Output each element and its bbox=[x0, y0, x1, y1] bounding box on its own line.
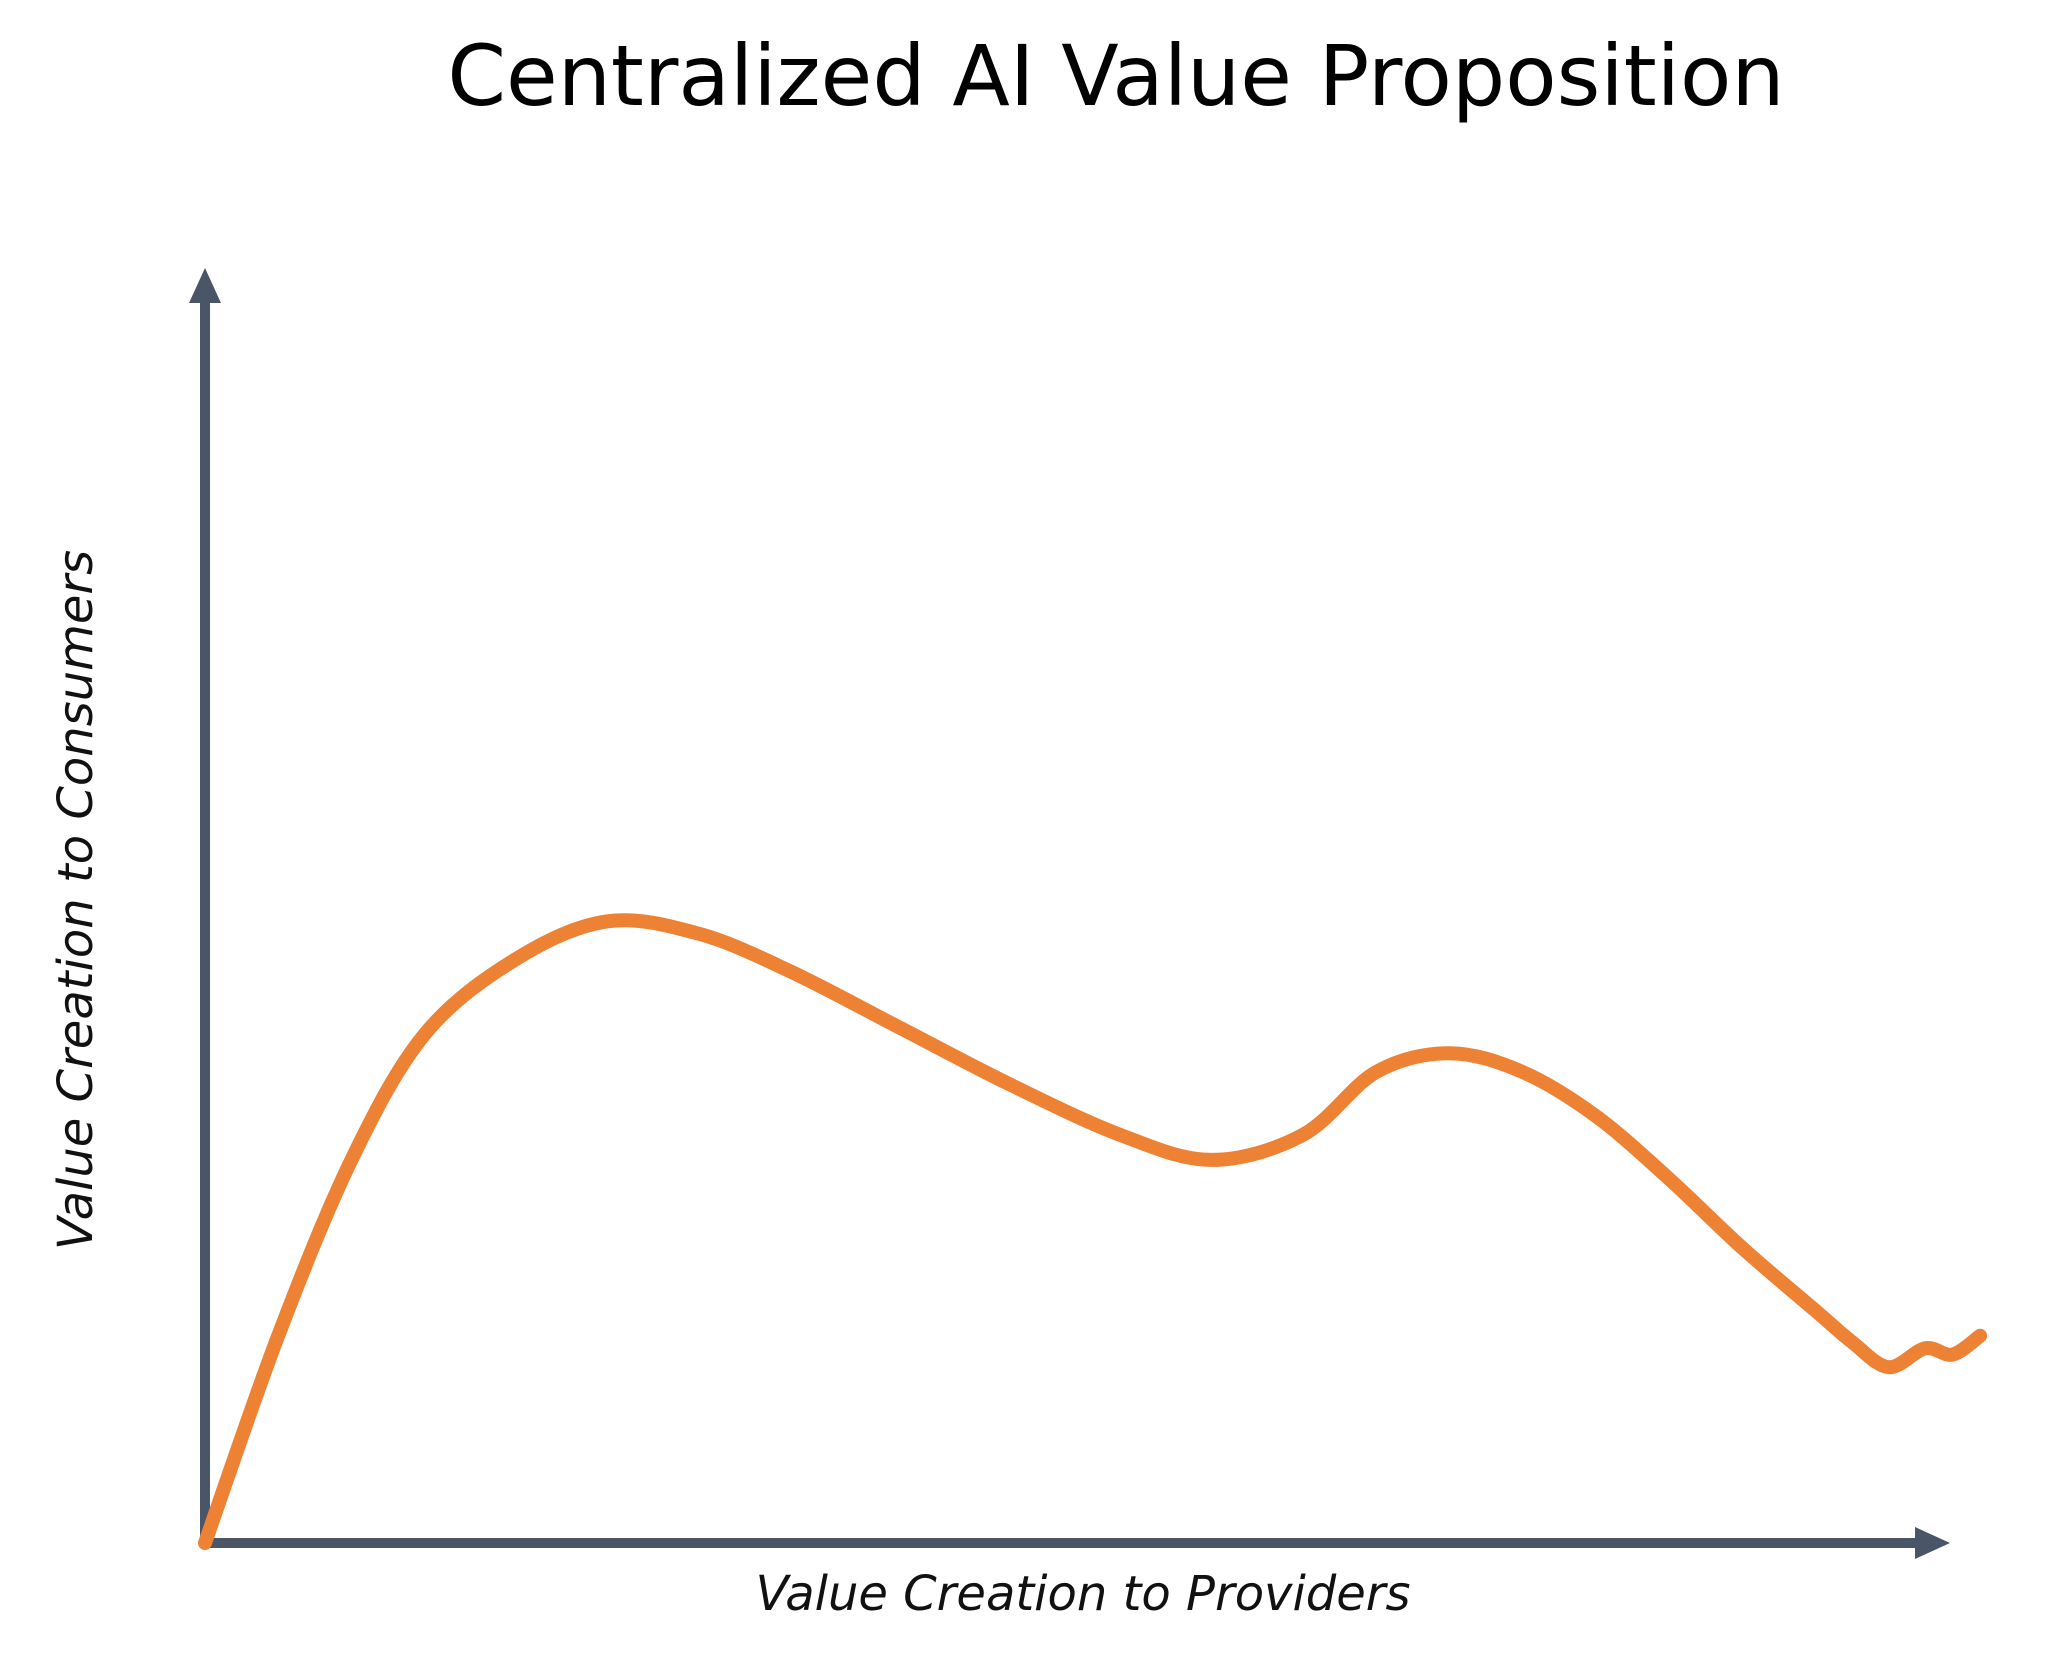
x-axis-arrowhead bbox=[1915, 1527, 1950, 1559]
x-axis-label: Value Creation to Providers bbox=[755, 1566, 1410, 1622]
y-axis-label: Value Creation to Consumers bbox=[48, 550, 104, 1250]
y-axis-arrowhead bbox=[189, 268, 221, 303]
series-line bbox=[198, 913, 1988, 1550]
chart-title: Centralized AI Value Proposition bbox=[447, 27, 1784, 125]
